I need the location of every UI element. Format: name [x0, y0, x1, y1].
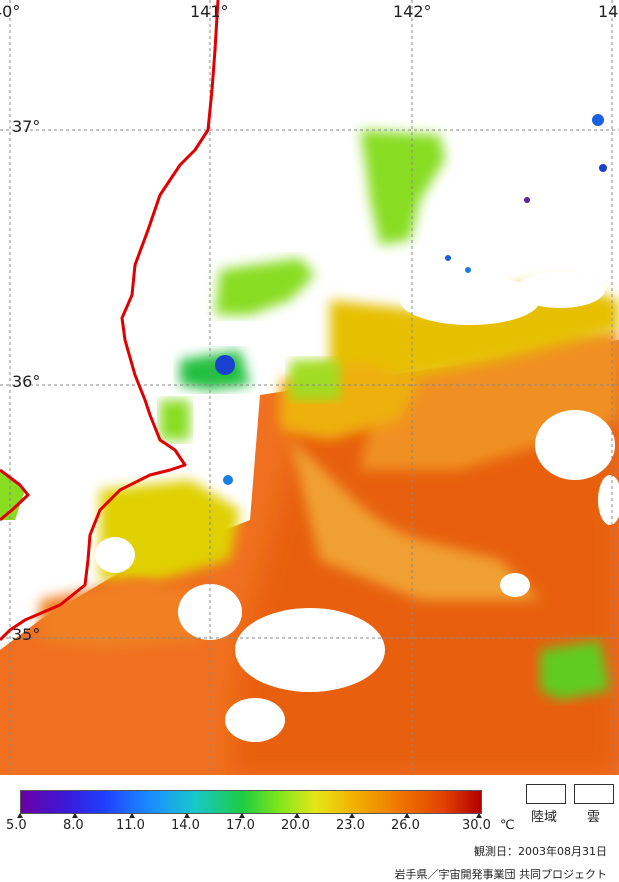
tick-label: 23.0: [336, 818, 365, 833]
credit-text: 岩手県／宇宙開発事業団 共同プロジェクト: [394, 868, 608, 881]
lon-label-142: 142°: [393, 2, 432, 21]
tick-label: 14.0: [171, 818, 200, 833]
tick-mark: [239, 813, 245, 818]
observation-date: 観測日：2003年08月31日: [474, 845, 607, 858]
tick-mark: [404, 813, 410, 818]
cloud-masks: [95, 272, 619, 742]
tick-label: 26.0: [391, 818, 420, 833]
lon-label-141: 141°: [190, 2, 229, 21]
tick-label: 11.0: [116, 818, 145, 833]
tick-label: 20.0: [281, 818, 310, 833]
cloud-legend-label: 雲: [587, 810, 601, 825]
lat-label-37: 37°: [12, 117, 41, 136]
tick-label: 5.0: [6, 818, 27, 833]
land-legend-label: 陸域: [531, 810, 558, 825]
tick-mark: [476, 813, 482, 818]
sst-cool-patches: [0, 130, 610, 700]
land-legend-swatch: [526, 784, 566, 804]
lon-label-143: 14: [598, 2, 619, 21]
temperature-colorbar: [20, 790, 482, 814]
tick-mark: [294, 813, 300, 818]
graticule: [0, 0, 619, 775]
tick-mark: [349, 813, 355, 818]
tick-label: 8.0: [63, 818, 84, 833]
lat-label-36: 36°: [12, 372, 41, 391]
tick-mark: [17, 813, 23, 818]
sst-cold-spots: [215, 114, 607, 485]
tick-mark: [129, 813, 135, 818]
tick-label: 30.0: [462, 818, 491, 833]
lon-label-140: 40°: [0, 2, 21, 21]
unit-label: ℃: [500, 818, 515, 833]
cloud-legend-swatch: [574, 784, 614, 804]
tick-label: 17.0: [226, 818, 255, 833]
coastline: [0, 0, 220, 642]
tick-mark: [72, 813, 78, 818]
lat-label-35: 35°: [12, 625, 41, 644]
tick-mark: [184, 813, 190, 818]
sst-map: [0, 0, 619, 775]
